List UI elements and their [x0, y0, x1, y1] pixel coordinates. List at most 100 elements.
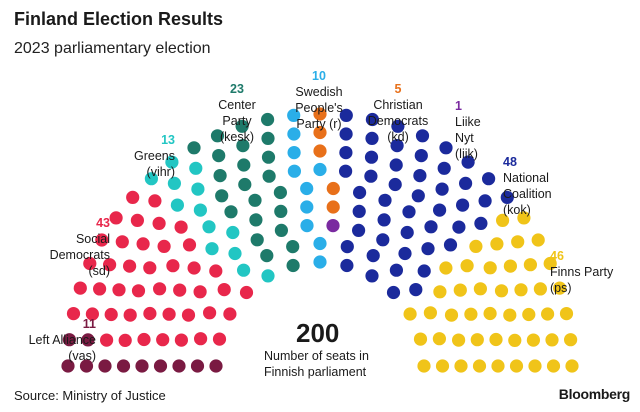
- seat-ps: [546, 359, 561, 373]
- seat-kesk: [274, 223, 288, 237]
- seat-kok: [365, 112, 379, 127]
- seat-kok: [482, 172, 496, 186]
- seat-vas: [116, 359, 131, 373]
- seat-ps: [460, 259, 474, 273]
- seat-ps: [496, 213, 510, 227]
- seat-kok: [353, 185, 367, 200]
- seat-r: [287, 108, 301, 122]
- seat-count-r: 10: [312, 69, 326, 83]
- party-name-liik: Liike: [455, 115, 481, 129]
- seat-ps: [565, 359, 579, 373]
- seat-kok: [389, 158, 403, 172]
- seat-kesk: [236, 139, 250, 153]
- seat-kesk: [235, 119, 249, 133]
- seat-kok: [443, 238, 458, 252]
- seat-count-kesk: 23: [230, 82, 244, 96]
- seat-r: [287, 146, 301, 160]
- seat-sd: [130, 213, 144, 227]
- seat-vas: [62, 333, 76, 347]
- seat-r: [313, 255, 327, 269]
- seat-ps: [528, 359, 542, 373]
- seat-kesk: [248, 193, 262, 207]
- seat-ps: [509, 359, 524, 373]
- seat-ps: [526, 333, 541, 347]
- seat-kok: [388, 177, 402, 192]
- seat-kok: [433, 203, 447, 217]
- seat-count-ps: 46: [550, 249, 564, 263]
- seat-count-kok: 48: [503, 155, 517, 169]
- seat-kesk: [249, 213, 263, 227]
- seat-kok: [452, 220, 466, 234]
- seat-kok: [390, 139, 404, 153]
- seat-kok: [411, 189, 425, 203]
- seat-sd: [103, 258, 117, 272]
- seat-sd: [66, 307, 81, 321]
- party-name-vihr: Greens: [134, 149, 175, 163]
- total-label-line-2: Finnish parliament: [264, 365, 367, 379]
- seat-sd: [212, 332, 227, 346]
- seat-ps: [472, 359, 487, 373]
- seat-sd: [162, 307, 176, 321]
- seat-kok: [402, 205, 416, 219]
- seat-ps: [514, 283, 528, 297]
- party-name-vihr: (vihr): [147, 165, 175, 179]
- seat-sd: [143, 261, 157, 275]
- seat-ps: [508, 333, 522, 347]
- seat-kesk: [286, 258, 300, 273]
- seat-vihr: [237, 263, 251, 277]
- seat-kok: [340, 258, 354, 273]
- seat-ps: [483, 261, 497, 275]
- party-name-kesk: Party: [222, 114, 252, 128]
- seat-vihr: [202, 220, 216, 234]
- seat-sd: [95, 233, 109, 247]
- seat-kok: [417, 264, 431, 278]
- seat-ps: [452, 333, 466, 347]
- seat-kok: [386, 285, 401, 300]
- seat-kesk: [261, 112, 275, 127]
- seat-ps: [470, 333, 484, 347]
- seat-ps: [490, 237, 504, 251]
- seat-kok: [339, 146, 353, 160]
- seat-ps: [423, 306, 437, 320]
- seat-ps: [543, 256, 557, 271]
- seat-kesk: [238, 177, 252, 192]
- seat-kok: [415, 129, 430, 143]
- seat-sd: [109, 211, 123, 225]
- seat-kesk: [250, 233, 264, 247]
- seat-ps: [473, 282, 487, 296]
- total-label-line-1: Number of seats in: [264, 349, 369, 363]
- seat-ps: [413, 332, 428, 346]
- seat-sd: [217, 283, 231, 297]
- seat-kok: [376, 233, 390, 247]
- seat-r: [300, 219, 314, 233]
- seat-sd: [166, 259, 180, 273]
- seat-vas: [172, 359, 186, 373]
- seat-count-vas: 11: [83, 317, 96, 331]
- seat-kok: [378, 193, 392, 207]
- seat-ps: [511, 235, 525, 249]
- seat-sd: [83, 256, 97, 271]
- seat-sd: [148, 194, 162, 208]
- seat-r: [300, 181, 314, 196]
- seat-sd: [194, 332, 208, 346]
- seat-ps: [464, 307, 478, 321]
- seat-kd: [313, 125, 327, 140]
- party-name-vas: (vas): [68, 349, 96, 363]
- seat-kok: [365, 131, 379, 145]
- seat-sd: [209, 264, 223, 278]
- seat-sd: [123, 259, 137, 273]
- seat-sd: [100, 333, 114, 347]
- seat-kok: [339, 127, 353, 141]
- seat-sd: [136, 237, 150, 251]
- seat-vihr: [165, 155, 179, 169]
- party-name-kesk: (kesk): [220, 130, 254, 144]
- seat-kok: [461, 155, 475, 169]
- seat-kesk: [237, 158, 251, 172]
- seat-kesk: [215, 189, 229, 203]
- chart-subtitle: 2023 parliamentary election: [14, 40, 211, 57]
- seat-kok: [352, 223, 366, 237]
- party-name-liik: (liik): [455, 147, 478, 161]
- seat-kok: [339, 108, 353, 122]
- seat-sd: [123, 308, 137, 322]
- seat-kok: [364, 169, 378, 183]
